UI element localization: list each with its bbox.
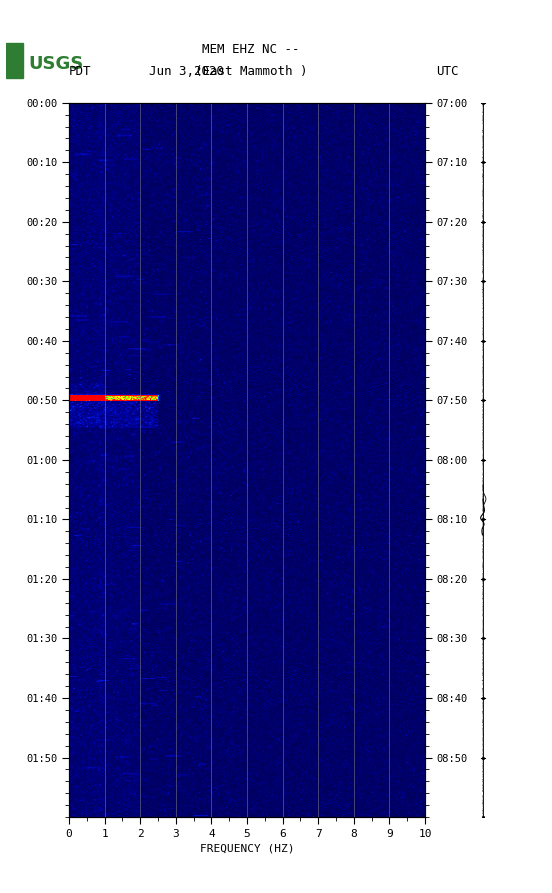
X-axis label: FREQUENCY (HZ): FREQUENCY (HZ)	[200, 843, 294, 853]
Text: PDT: PDT	[69, 64, 92, 78]
Text: Jun 3,2020: Jun 3,2020	[149, 64, 224, 78]
Text: MEM EHZ NC --: MEM EHZ NC --	[203, 43, 300, 56]
Bar	[6, 43, 23, 78]
Text: USGS: USGS	[29, 55, 84, 73]
Text: (East Mammoth ): (East Mammoth )	[195, 64, 307, 78]
Text: UTC: UTC	[436, 64, 459, 78]
